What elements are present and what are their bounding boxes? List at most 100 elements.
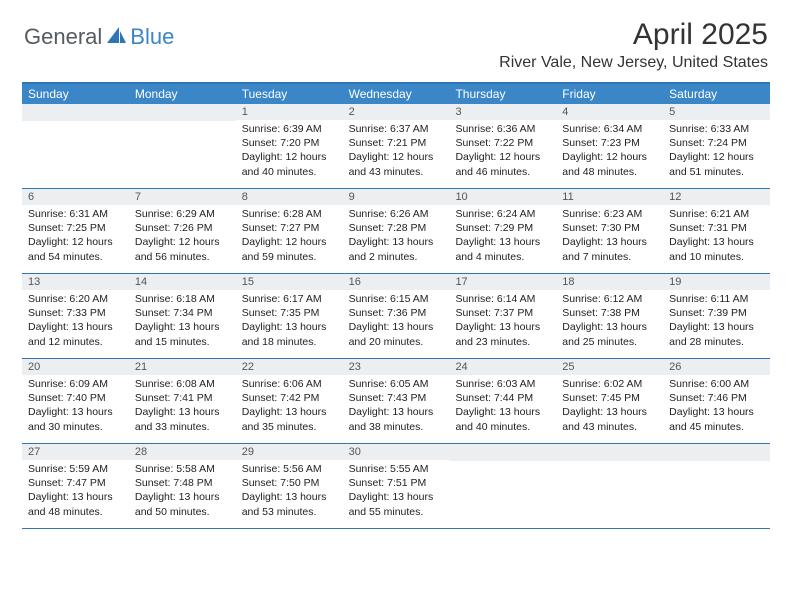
daylight-text: Daylight: 13 hours and 48 minutes.: [28, 490, 123, 518]
sunset-text: Sunset: 7:34 PM: [135, 306, 230, 320]
logo-sail-icon: [106, 25, 128, 50]
day-number: 10: [449, 189, 556, 205]
sunset-text: Sunset: 7:51 PM: [349, 476, 444, 490]
sunset-text: Sunset: 7:42 PM: [242, 391, 337, 405]
daylight-text: Daylight: 13 hours and 28 minutes.: [669, 320, 764, 348]
day-body: Sunrise: 5:55 AMSunset: 7:51 PMDaylight:…: [343, 460, 450, 525]
day-header: Monday: [129, 84, 236, 104]
day-body: Sunrise: 6:37 AMSunset: 7:21 PMDaylight:…: [343, 120, 450, 185]
week-row: 20Sunrise: 6:09 AMSunset: 7:40 PMDayligh…: [22, 359, 770, 444]
day-body: Sunrise: 6:28 AMSunset: 7:27 PMDaylight:…: [236, 205, 343, 270]
day-body: Sunrise: 6:12 AMSunset: 7:38 PMDaylight:…: [556, 290, 663, 355]
day-cell: 14Sunrise: 6:18 AMSunset: 7:34 PMDayligh…: [129, 274, 236, 358]
day-number: 8: [236, 189, 343, 205]
day-number: 5: [663, 104, 770, 120]
sunrise-text: Sunrise: 6:33 AM: [669, 122, 764, 136]
sunset-text: Sunset: 7:50 PM: [242, 476, 337, 490]
sunrise-text: Sunrise: 6:18 AM: [135, 292, 230, 306]
day-number: 4: [556, 104, 663, 120]
day-cell: 11Sunrise: 6:23 AMSunset: 7:30 PMDayligh…: [556, 189, 663, 273]
day-body: Sunrise: 6:18 AMSunset: 7:34 PMDaylight:…: [129, 290, 236, 355]
day-number: 28: [129, 444, 236, 460]
day-cell: 9Sunrise: 6:26 AMSunset: 7:28 PMDaylight…: [343, 189, 450, 273]
day-cell: 28Sunrise: 5:58 AMSunset: 7:48 PMDayligh…: [129, 444, 236, 528]
title-block: April 2025 River Vale, New Jersey, Unite…: [499, 18, 768, 72]
day-number: 19: [663, 274, 770, 290]
sunrise-text: Sunrise: 6:09 AM: [28, 377, 123, 391]
day-cell: 3Sunrise: 6:36 AMSunset: 7:22 PMDaylight…: [449, 104, 556, 188]
day-number: [663, 444, 770, 461]
sunrise-text: Sunrise: 5:59 AM: [28, 462, 123, 476]
sunrise-text: Sunrise: 6:12 AM: [562, 292, 657, 306]
daylight-text: Daylight: 13 hours and 35 minutes.: [242, 405, 337, 433]
sunrise-text: Sunrise: 6:29 AM: [135, 207, 230, 221]
day-cell: 26Sunrise: 6:00 AMSunset: 7:46 PMDayligh…: [663, 359, 770, 443]
daylight-text: Daylight: 13 hours and 50 minutes.: [135, 490, 230, 518]
daylight-text: Daylight: 13 hours and 30 minutes.: [28, 405, 123, 433]
sunrise-text: Sunrise: 5:58 AM: [135, 462, 230, 476]
day-number: 13: [22, 274, 129, 290]
daylight-text: Daylight: 13 hours and 20 minutes.: [349, 320, 444, 348]
sunset-text: Sunset: 7:23 PM: [562, 136, 657, 150]
daylight-text: Daylight: 13 hours and 12 minutes.: [28, 320, 123, 348]
sunrise-text: Sunrise: 6:00 AM: [669, 377, 764, 391]
day-number: 11: [556, 189, 663, 205]
logo-text-blue: Blue: [130, 24, 174, 50]
day-cell: 15Sunrise: 6:17 AMSunset: 7:35 PMDayligh…: [236, 274, 343, 358]
daylight-text: Daylight: 12 hours and 40 minutes.: [242, 150, 337, 178]
day-cell: [449, 444, 556, 528]
sunset-text: Sunset: 7:36 PM: [349, 306, 444, 320]
day-body: Sunrise: 6:39 AMSunset: 7:20 PMDaylight:…: [236, 120, 343, 185]
day-number: 7: [129, 189, 236, 205]
day-number: 24: [449, 359, 556, 375]
day-body: Sunrise: 6:34 AMSunset: 7:23 PMDaylight:…: [556, 120, 663, 185]
day-number: 25: [556, 359, 663, 375]
sunset-text: Sunset: 7:43 PM: [349, 391, 444, 405]
daylight-text: Daylight: 13 hours and 43 minutes.: [562, 405, 657, 433]
location-text: River Vale, New Jersey, United States: [499, 54, 768, 72]
daylight-text: Daylight: 12 hours and 51 minutes.: [669, 150, 764, 178]
day-number: [129, 104, 236, 121]
sunset-text: Sunset: 7:46 PM: [669, 391, 764, 405]
weeks-container: 1Sunrise: 6:39 AMSunset: 7:20 PMDaylight…: [22, 104, 770, 529]
sunrise-text: Sunrise: 6:31 AM: [28, 207, 123, 221]
sunrise-text: Sunrise: 6:20 AM: [28, 292, 123, 306]
daylight-text: Daylight: 13 hours and 7 minutes.: [562, 235, 657, 263]
day-body: Sunrise: 6:33 AMSunset: 7:24 PMDaylight:…: [663, 120, 770, 185]
daylight-text: Daylight: 13 hours and 15 minutes.: [135, 320, 230, 348]
day-cell: [663, 444, 770, 528]
daylight-text: Daylight: 13 hours and 25 minutes.: [562, 320, 657, 348]
sunrise-text: Sunrise: 6:37 AM: [349, 122, 444, 136]
sunrise-text: Sunrise: 6:05 AM: [349, 377, 444, 391]
day-body: Sunrise: 6:36 AMSunset: 7:22 PMDaylight:…: [449, 120, 556, 185]
logo: General Blue: [24, 24, 174, 50]
day-number: 9: [343, 189, 450, 205]
sunset-text: Sunset: 7:44 PM: [455, 391, 550, 405]
daylight-text: Daylight: 13 hours and 33 minutes.: [135, 405, 230, 433]
sunrise-text: Sunrise: 6:06 AM: [242, 377, 337, 391]
sunrise-text: Sunrise: 6:28 AM: [242, 207, 337, 221]
sunset-text: Sunset: 7:22 PM: [455, 136, 550, 150]
sunrise-text: Sunrise: 5:55 AM: [349, 462, 444, 476]
sunset-text: Sunset: 7:35 PM: [242, 306, 337, 320]
day-body: Sunrise: 6:31 AMSunset: 7:25 PMDaylight:…: [22, 205, 129, 270]
sunset-text: Sunset: 7:31 PM: [669, 221, 764, 235]
sunset-text: Sunset: 7:41 PM: [135, 391, 230, 405]
day-cell: 19Sunrise: 6:11 AMSunset: 7:39 PMDayligh…: [663, 274, 770, 358]
day-cell: 18Sunrise: 6:12 AMSunset: 7:38 PMDayligh…: [556, 274, 663, 358]
daylight-text: Daylight: 13 hours and 18 minutes.: [242, 320, 337, 348]
day-body: Sunrise: 5:58 AMSunset: 7:48 PMDaylight:…: [129, 460, 236, 525]
day-number: 15: [236, 274, 343, 290]
sunrise-text: Sunrise: 6:08 AM: [135, 377, 230, 391]
month-title: April 2025: [499, 18, 768, 52]
day-number: 27: [22, 444, 129, 460]
sunset-text: Sunset: 7:20 PM: [242, 136, 337, 150]
day-cell: 24Sunrise: 6:03 AMSunset: 7:44 PMDayligh…: [449, 359, 556, 443]
day-body: Sunrise: 6:08 AMSunset: 7:41 PMDaylight:…: [129, 375, 236, 440]
day-cell: 13Sunrise: 6:20 AMSunset: 7:33 PMDayligh…: [22, 274, 129, 358]
sunset-text: Sunset: 7:40 PM: [28, 391, 123, 405]
day-header: Sunday: [22, 84, 129, 104]
sunrise-text: Sunrise: 6:39 AM: [242, 122, 337, 136]
day-cell: 21Sunrise: 6:08 AMSunset: 7:41 PMDayligh…: [129, 359, 236, 443]
day-cell: 23Sunrise: 6:05 AMSunset: 7:43 PMDayligh…: [343, 359, 450, 443]
